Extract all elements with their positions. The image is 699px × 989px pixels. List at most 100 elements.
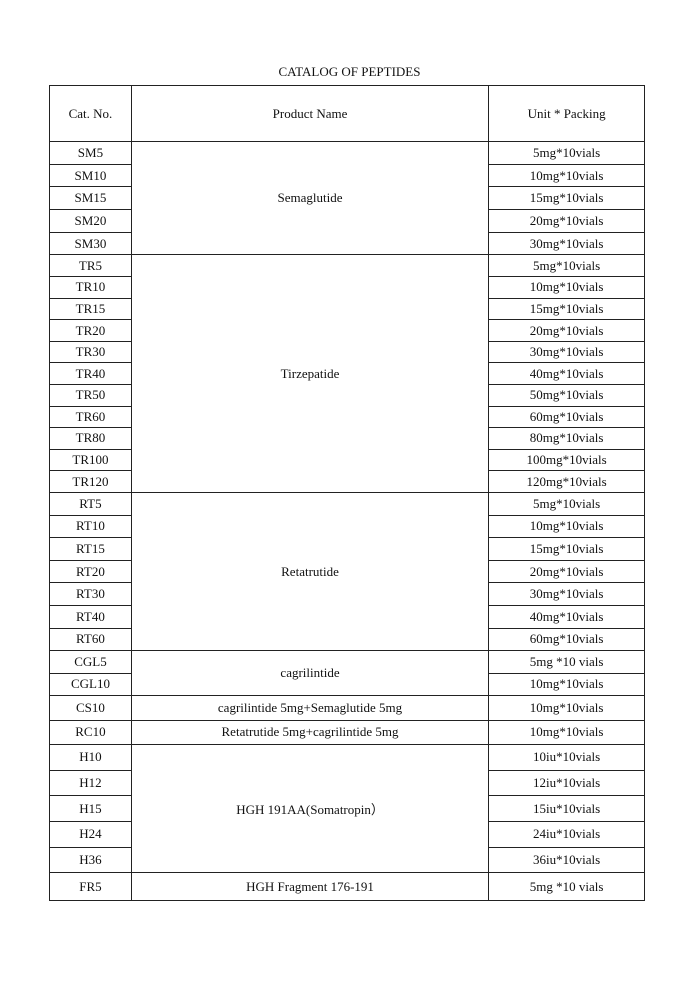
unit-packing-cell: 20mg*10vials [488, 319, 645, 342]
unit-packing-cell: 5mg*10vials [488, 141, 645, 165]
cat-no-cell: TR5 [49, 254, 132, 278]
table-row: RT40 40mg*10vials [49, 604, 645, 629]
header-product-name: Product Name [130, 85, 490, 142]
unit-packing-cell: 60mg*10vials [488, 405, 645, 429]
unit-packing-cell: 20mg*10vials [488, 209, 645, 233]
table-row: TR15 15mg*10vials [49, 297, 645, 321]
cat-no-cell: SM5 [49, 141, 132, 165]
table-row: CGL5 cagrilintide 5mg *10 vials [49, 650, 645, 697]
unit-packing-cell: 10mg*10vials [488, 719, 645, 746]
cat-no-cell: RC10 [49, 719, 132, 746]
table-row: TR100 100mg*10vials [49, 448, 645, 472]
cat-no-cell: RT5 [49, 491, 132, 516]
unit-packing-cell: 5mg*10vials [488, 254, 645, 278]
cat-no-cell: TR40 [49, 362, 132, 385]
header-row: Cat. No. Product Name Unit * Packing [49, 85, 645, 142]
unit-packing-cell: 30mg*10vials [488, 231, 645, 256]
document-title: CATALOG OF PEPTIDES [278, 64, 421, 79]
table-row: H24 24iu*10vials [49, 820, 645, 848]
product-name-cell: Retatrutide [130, 491, 490, 652]
cat-no-cell: TR50 [49, 384, 132, 407]
unit-packing-cell: 36iu*10vials [488, 846, 645, 874]
table-row: H36 36iu*10vials [49, 846, 645, 874]
unit-packing-cell: 10mg*10vials [488, 163, 645, 188]
table-row: H12 12iu*10vials [49, 769, 645, 797]
unit-packing-cell: 120mg*10vials [488, 470, 645, 493]
table-row: RT30 30mg*10vials [49, 582, 645, 606]
unit-packing-cell: 10mg*10vials [488, 672, 645, 697]
unit-packing-cell: 15mg*10vials [488, 297, 645, 321]
cat-no-cell: TR10 [49, 276, 132, 299]
cat-no-cell: RT30 [49, 582, 132, 606]
cat-no-cell: H36 [49, 846, 132, 874]
cat-no-cell: CS10 [49, 695, 132, 721]
unit-packing-cell: 5mg *10 vials [488, 650, 645, 674]
unit-packing-cell: 40mg*10vials [488, 362, 645, 385]
table-row: TR30 30mg*10vials [49, 340, 645, 364]
cat-no-cell: SM10 [49, 163, 132, 188]
cat-no-cell: TR15 [49, 297, 132, 321]
cat-no-cell: TR30 [49, 340, 132, 364]
table-row: FR5 HGH Fragment 176-191 5mg *10 vials [49, 872, 645, 902]
table-row: CS10 cagrilintide 5mg+Semaglutide 5mg 10mg… [49, 695, 645, 721]
table-row: SM20 20mg*10vials [49, 209, 645, 233]
product-name-cell: Retatrutide 5mg+cagrilintide 5mg [130, 719, 490, 746]
header-unit-packing: Unit * Packing [488, 85, 645, 142]
product-name-cell: HGH Fragment 176-191 [130, 872, 490, 902]
unit-packing-cell: 50mg*10vials [488, 384, 645, 407]
unit-packing-cell: 15mg*10vials [488, 537, 645, 561]
product-name-cell: Semaglutide [130, 140, 490, 256]
unit-packing-cell: 24iu*10vials [488, 820, 645, 848]
cat-no-cell: RT60 [49, 627, 132, 652]
unit-packing-cell: 20mg*10vials [488, 559, 645, 584]
cat-no-cell: SM15 [49, 186, 132, 211]
table-row: TR10 10mg*10vials [49, 276, 645, 299]
unit-packing-cell: 15iu*10vials [488, 795, 645, 822]
cat-no-cell: H15 [49, 795, 132, 822]
catalog-table: Cat. No. Product Name Unit * Packing SM5… [49, 85, 645, 902]
cat-no-cell: RT10 [49, 514, 132, 539]
table-row: TR50 50mg*10vials [49, 384, 645, 407]
cat-no-cell: SM20 [49, 209, 132, 233]
table-row: RT5 Retatrutide 5mg*10vials [49, 491, 645, 652]
product-name-cell: HGH 191AA(Somatropin） [130, 744, 490, 874]
product-name-cell: Tirzepatide [130, 254, 490, 493]
table-row: SM5 Semaglutide 5mg*10vials [49, 140, 645, 256]
unit-packing-cell: 5mg *10 vials [488, 872, 645, 902]
cat-no-cell: TR20 [49, 319, 132, 342]
unit-packing-cell: 40mg*10vials [488, 604, 645, 629]
cat-no-cell: H24 [49, 820, 132, 848]
cat-no-cell: TR60 [49, 405, 132, 429]
unit-packing-cell: 15mg*10vials [488, 186, 645, 211]
unit-packing-cell: 30mg*10vials [488, 340, 645, 364]
table-row: TR60 60mg*10vials [49, 405, 645, 429]
unit-packing-cell: 30mg*10vials [488, 582, 645, 606]
table-row: TR20 20mg*10vials [49, 319, 645, 342]
cat-no-cell: RT15 [49, 537, 132, 561]
cat-no-cell: SM30 [49, 231, 132, 256]
product-name-cell: cagrilintide [130, 650, 490, 697]
unit-packing-cell: 100mg*10vials [488, 448, 645, 472]
unit-packing-cell: 12iu*10vials [488, 769, 645, 797]
unit-packing-cell: 5mg*10vials [488, 491, 645, 516]
unit-packing-cell: 60mg*10vials [488, 627, 645, 652]
unit-packing-cell: 80mg*10vials [488, 427, 645, 450]
table-row: SM30 30mg*10vials [49, 231, 645, 256]
cat-no-cell: H10 [49, 744, 132, 771]
cat-no-cell: TR80 [49, 427, 132, 450]
unit-packing-cell: 10mg*10vials [488, 514, 645, 539]
table-row: RC10 Retatrutide 5mg+cagrilintide 5mg 10mg… [49, 719, 645, 746]
cat-no-cell: H12 [49, 769, 132, 797]
cat-no-cell: RT40 [49, 604, 132, 629]
unit-packing-cell: 10mg*10vials [488, 276, 645, 299]
header-cat-no: Cat. No. [49, 85, 132, 142]
table-row: TR40 40mg*10vials [49, 362, 645, 385]
cat-no-cell: TR100 [49, 448, 132, 472]
cat-no-cell: TR120 [49, 470, 132, 493]
cat-no-cell: CGL5 [49, 650, 132, 674]
unit-packing-cell: 10iu*10vials [488, 744, 645, 771]
table-row: TR5 Tirzepatide 5mg*10vials [49, 254, 645, 493]
product-name-cell: cagrilintide 5mg+Semaglutide 5mg [130, 695, 490, 721]
cat-no-cell: RT20 [49, 559, 132, 584]
cat-no-cell: CGL10 [49, 672, 132, 697]
